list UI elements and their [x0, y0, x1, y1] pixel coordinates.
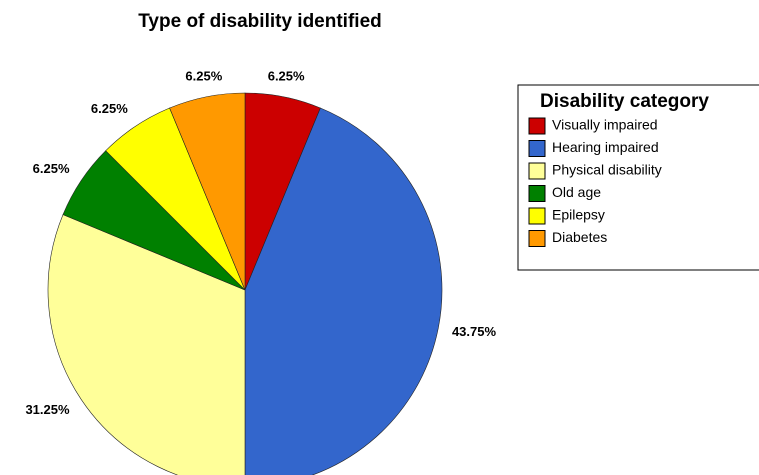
legend-label: Old age: [552, 184, 601, 200]
legend-box: [517, 84, 759, 271]
legend-swatch: [528, 230, 546, 247]
value-label: 31.25%: [25, 402, 70, 417]
legend-label: Visually impaired: [552, 117, 658, 133]
pie-slice: [244, 107, 443, 475]
pie-slice: [169, 92, 246, 291]
legend-title: Disability category: [540, 91, 709, 112]
legend-label: Hearing impaired: [552, 139, 659, 155]
value-label: 43.75%: [452, 324, 497, 339]
value-label: 6.25%: [33, 161, 70, 176]
pie-slice: [47, 214, 246, 475]
legend-swatch: [528, 117, 546, 135]
legend-label: Physical disability: [552, 162, 662, 178]
legend-label: Diabetes: [552, 229, 607, 245]
value-label: 6.25%: [268, 69, 305, 84]
legend-swatch: [528, 185, 546, 202]
legend-swatch: [528, 140, 546, 157]
legend-swatch: [528, 162, 546, 180]
value-label: 6.25%: [185, 69, 222, 84]
legend-swatch: [528, 207, 546, 225]
value-label: 6.25%: [91, 101, 128, 116]
chart-title: Type of disability identified: [138, 11, 382, 32]
legend-label: Epilepsy: [552, 207, 605, 223]
